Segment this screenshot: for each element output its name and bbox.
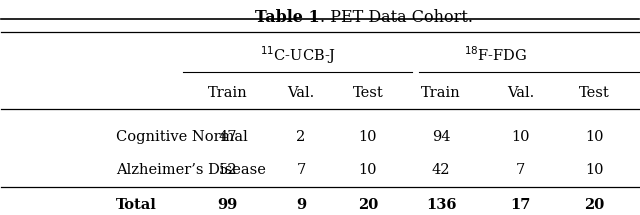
Text: 20: 20 — [584, 198, 604, 212]
Text: Train: Train — [421, 86, 461, 100]
Text: 7: 7 — [296, 163, 305, 177]
Text: Train: Train — [208, 86, 248, 100]
Text: 10: 10 — [585, 163, 604, 177]
Text: Val.: Val. — [287, 86, 314, 100]
Text: Total: Total — [116, 198, 157, 212]
Text: 10: 10 — [585, 130, 604, 144]
Text: 42: 42 — [432, 163, 451, 177]
Text: 94: 94 — [432, 130, 451, 144]
Text: 10: 10 — [358, 130, 377, 144]
Text: Test: Test — [579, 86, 609, 100]
Text: 47: 47 — [218, 130, 237, 144]
Text: 9: 9 — [296, 198, 306, 212]
Text: 99: 99 — [218, 198, 237, 212]
Text: 2: 2 — [296, 130, 305, 144]
Text: 10: 10 — [358, 163, 377, 177]
Text: . PET Data Cohort.: . PET Data Cohort. — [320, 9, 473, 26]
Text: 52: 52 — [218, 163, 237, 177]
Text: 17: 17 — [511, 198, 531, 212]
Text: 20: 20 — [358, 198, 378, 212]
Text: Cognitive Normal: Cognitive Normal — [116, 130, 248, 144]
Text: 7: 7 — [516, 163, 525, 177]
Text: 10: 10 — [511, 130, 530, 144]
Text: $^{18}$F-FDG: $^{18}$F-FDG — [463, 46, 527, 64]
Text: $^{11}$C-UCB-J: $^{11}$C-UCB-J — [260, 44, 336, 66]
Text: Alzheimer’s Disease: Alzheimer’s Disease — [116, 163, 266, 177]
Text: Test: Test — [353, 86, 383, 100]
Text: 136: 136 — [426, 198, 456, 212]
Text: Table 1: Table 1 — [255, 9, 320, 26]
Text: Val.: Val. — [507, 86, 534, 100]
